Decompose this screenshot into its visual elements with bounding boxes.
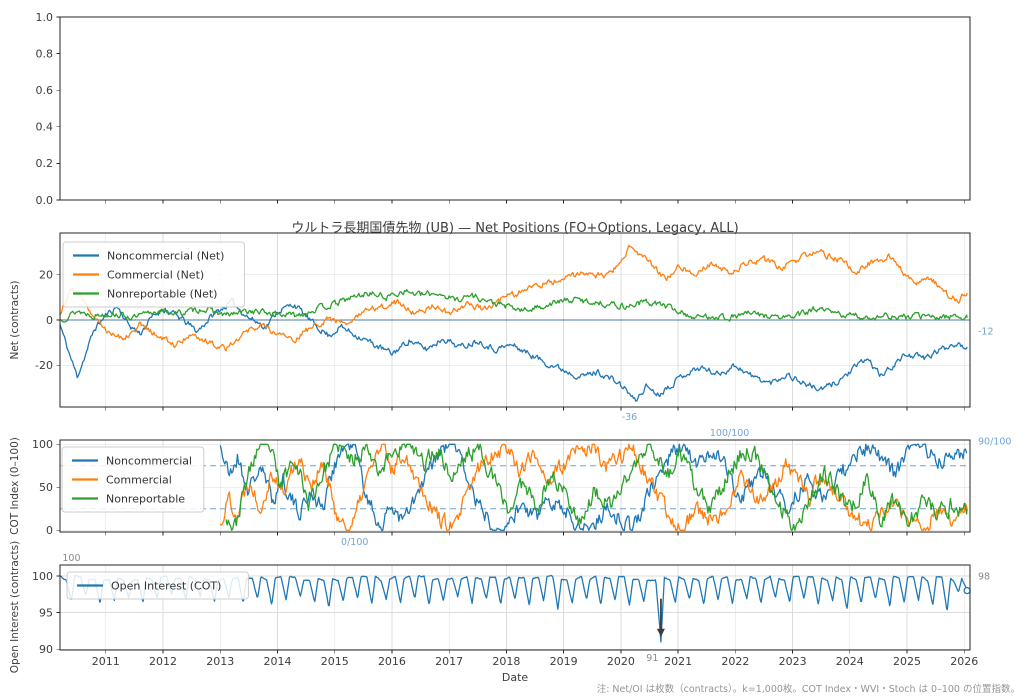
- y-tick-label: 0.0: [36, 194, 54, 207]
- x-tick-label: 2024: [836, 655, 864, 668]
- x-tick-label: 2015: [321, 655, 349, 668]
- y-tick-label: -20: [35, 359, 53, 372]
- legend-label: Commercial: [106, 474, 172, 487]
- y-tick-label: 95: [39, 606, 53, 619]
- series-line-0: [219, 443, 968, 531]
- series-line-2: [60, 289, 968, 323]
- y-tick-label: 50: [39, 481, 53, 494]
- annotation: -12: [978, 326, 994, 337]
- y-axis-label-cot-index: COT Index (0–100): [9, 437, 21, 535]
- y-tick-label: 90: [39, 643, 53, 656]
- axes-spines: [59, 16, 971, 201]
- panel-empty-top-axes: 0.0 0.2 0.4 0.6 0.8 1.0: [36, 11, 971, 207]
- x-tick-label: 2018: [492, 655, 520, 668]
- legend-label: Noncommercial (Net): [107, 250, 224, 263]
- footer-note: 注: Net/OI は枚数（contracts）。k=1,000枚。COT In…: [596, 684, 1020, 695]
- annotation: 98: [978, 572, 990, 583]
- annotation: 91: [646, 653, 658, 664]
- x-tick-label: 2011: [92, 655, 120, 668]
- series-group: [219, 443, 968, 531]
- y-tick-label: 0.6: [36, 84, 54, 97]
- y-tick-label: 100: [32, 570, 53, 583]
- legend-box: [61, 446, 205, 513]
- axes-spines: [59, 439, 971, 533]
- y-tick-label: 100: [32, 438, 53, 451]
- legend-box: [66, 571, 249, 600]
- axes-spines: [59, 564, 971, 651]
- annotation: 100/100: [710, 428, 749, 439]
- y-tick-label: 0: [46, 314, 53, 327]
- legend-label: Open Interest (COT): [111, 580, 221, 593]
- panel-net-positions: -20 0 20 Noncommercial (Net) Commercial (Net…: [35, 232, 994, 423]
- series-line-1: [60, 244, 968, 352]
- x-tick-label: 2020: [607, 655, 635, 668]
- axis-ticks: [56, 274, 965, 411]
- annotation: 100: [62, 553, 80, 564]
- series-line-2: [225, 443, 968, 531]
- legend: Noncommercial Commercial Nonreportable: [61, 446, 205, 513]
- x-tick-label: 2016: [378, 655, 406, 668]
- series-line-0: [60, 297, 968, 402]
- y-tick-label: 0.2: [36, 157, 54, 170]
- y-tick-label: 0.8: [36, 47, 54, 60]
- legend-label: Nonreportable (Net): [107, 288, 217, 301]
- axis-ticks: [56, 443, 965, 536]
- y-tick-label: 0.4: [36, 121, 54, 134]
- y-tick-label: 0: [46, 524, 53, 537]
- x-tick-label: 2026: [950, 655, 978, 668]
- legend: Open Interest (COT): [66, 571, 249, 600]
- legend-label: Commercial (Net): [107, 269, 204, 282]
- annotation: -36: [622, 412, 638, 423]
- x-tick-label: 2014: [263, 655, 291, 668]
- x-tick-label: 2017: [435, 655, 463, 668]
- legend: Noncommercial (Net) Commercial (Net) Nonre…: [62, 241, 245, 308]
- x-tick-label: 2021: [664, 655, 692, 668]
- annotation: 0/100: [341, 537, 368, 548]
- series-group: [60, 244, 968, 402]
- y-tick-label: 1.0: [36, 11, 54, 24]
- legend-box: [62, 241, 245, 308]
- x-tick-label: 2012: [149, 655, 177, 668]
- y-axis-label-net: Net (contracts): [9, 280, 21, 360]
- x-tick-label: 2013: [206, 655, 234, 668]
- panel-open-interest: 90 95 100 Open Interest (COT) 100 98 91: [32, 553, 990, 664]
- x-tick-label: 2022: [721, 655, 749, 668]
- axis-ticks: [56, 16, 965, 204]
- legend-label: Noncommercial: [106, 455, 192, 468]
- arrow-head: [656, 628, 665, 637]
- y-axis-label-open-interest: Open Interest (contracts): [9, 540, 21, 674]
- chart-title: ウルトラ長期国債先物 (UB) — Net Positions (FO+Opti…: [291, 221, 739, 236]
- annotation: 90/100: [978, 437, 1011, 448]
- x-axis-label: Date: [501, 671, 529, 684]
- legend-label: Nonreportable: [106, 493, 185, 506]
- axis-ticks: [56, 575, 965, 654]
- panel-cot-index: 0 50 100 Noncommercial Commercial Nonreportab…: [32, 428, 1011, 548]
- x-tick-label: 2025: [893, 655, 921, 668]
- y-tick-label: 20: [39, 269, 53, 282]
- x-tick-label: 2023: [779, 655, 807, 668]
- x-tick-label: 2019: [550, 655, 578, 668]
- latest-value-marker: [963, 586, 971, 595]
